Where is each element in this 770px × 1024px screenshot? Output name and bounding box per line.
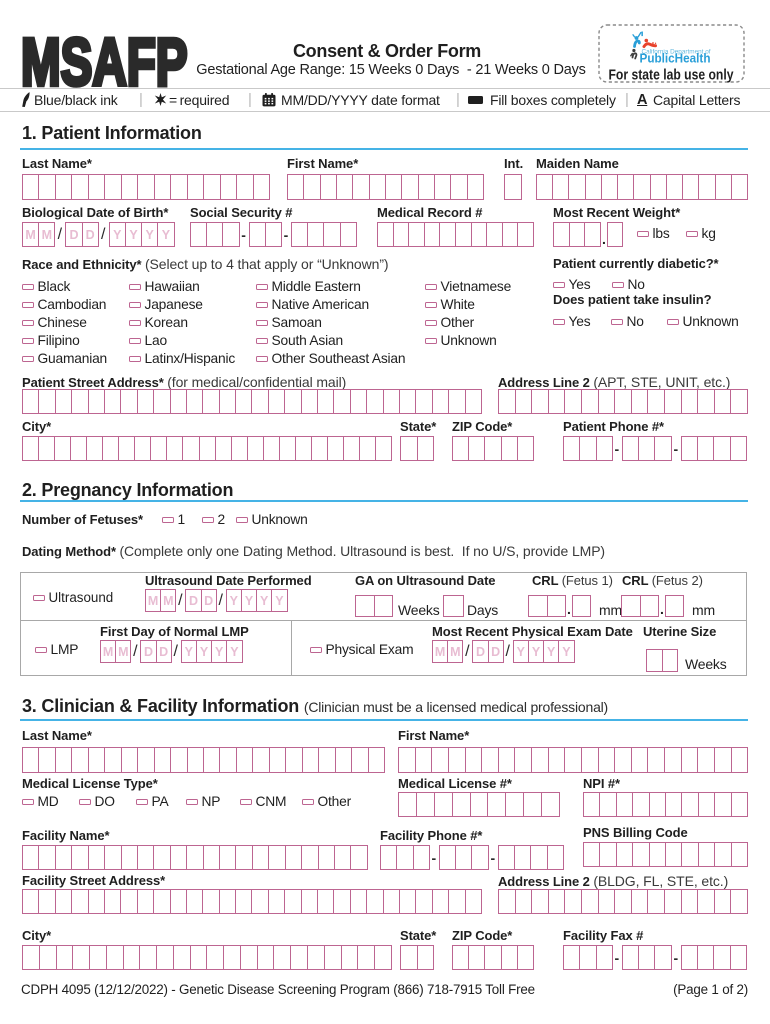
svg-text:For state lab use only: For state lab use only [609, 67, 735, 84]
svg-text:MSAFP: MSAFP [21, 29, 187, 91]
svg-text:California Department of: California Department of [642, 49, 711, 56]
svg-text:PublicHealth: PublicHealth [640, 52, 711, 66]
